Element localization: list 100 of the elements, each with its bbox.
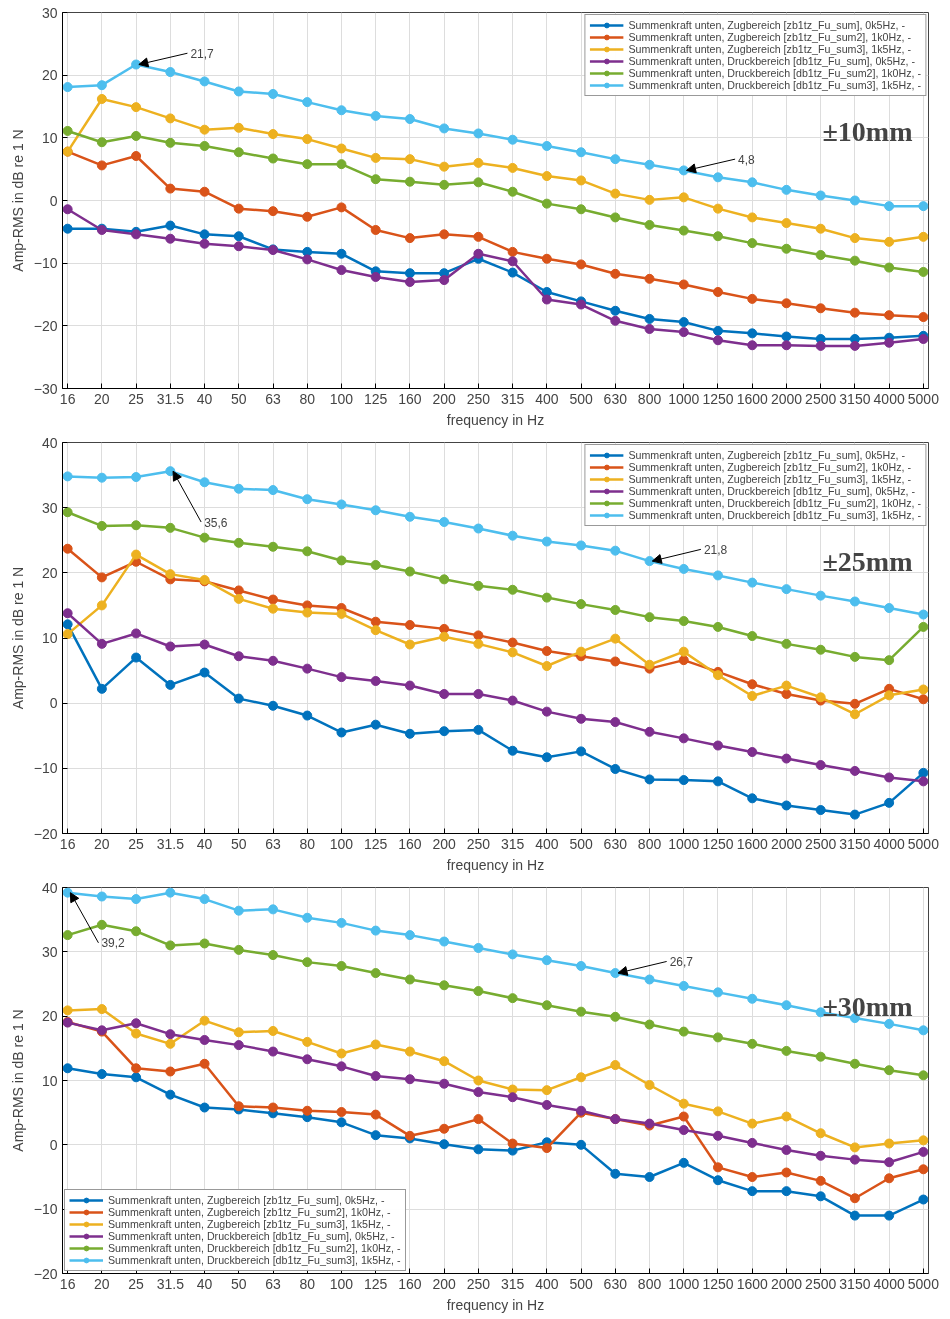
y-tick-label: 10 bbox=[41, 630, 58, 646]
annotation: 21,7 bbox=[190, 46, 215, 61]
x-tick-label: 1000 bbox=[668, 835, 700, 852]
x-tick-label: 100 bbox=[329, 835, 354, 852]
x-tick-label: 3150 bbox=[839, 390, 871, 407]
x-tick-label: 2000 bbox=[770, 1275, 803, 1292]
x-tick-label: 800 bbox=[637, 835, 662, 852]
x-tick-label: 200 bbox=[432, 390, 457, 407]
x-tick-label: 16 bbox=[59, 390, 76, 407]
annotation: 39,2 bbox=[101, 936, 126, 951]
x-tick-label: 40 bbox=[196, 390, 213, 407]
legend-label: Summenkraft unten, Druckbereich [db1tz_Fu_sum3], 1k5Hz, - bbox=[628, 79, 921, 91]
x-tick-label: 20 bbox=[94, 390, 110, 407]
x-tick-label: 3150 bbox=[839, 835, 871, 852]
y-tick-label: 10 bbox=[41, 1072, 58, 1089]
annotation: 26,7 bbox=[669, 954, 694, 969]
legend-label: Summenkraft unten, Druckbereich [db1tz_Fu_sum], 0k5Hz, - bbox=[108, 1230, 395, 1242]
y-tick-label: 10 bbox=[41, 129, 58, 146]
y-axis-title: Amp-RMS in dB re 1 N bbox=[9, 566, 26, 710]
x-tick-label: 40 bbox=[196, 835, 213, 852]
annotation: 35,6 bbox=[204, 515, 228, 530]
x-tick-label: 100 bbox=[329, 390, 354, 407]
y-tick-label: −20 bbox=[33, 317, 58, 334]
y-tick-label: −10 bbox=[33, 255, 58, 272]
annotation: 4,8 bbox=[738, 152, 756, 167]
x-tick-label: 31.5 bbox=[156, 1275, 185, 1292]
x-tick-label: 315 bbox=[500, 835, 525, 852]
y-axis-title: Amp-RMS in dB re 1 N bbox=[9, 1009, 26, 1152]
legend-label: Summenkraft unten, Druckbereich [db1tz_Fu_sum2], 1k0Hz, - bbox=[628, 497, 921, 509]
x-tick-label: 630 bbox=[603, 835, 628, 852]
x-tick-label: 80 bbox=[299, 1275, 316, 1292]
x-tick-label: 1250 bbox=[702, 1275, 734, 1292]
y-tick-label: −10 bbox=[33, 1201, 58, 1218]
x-tick-label: 2500 bbox=[805, 390, 837, 407]
x-tick-label: 4000 bbox=[873, 1275, 905, 1292]
legend-label: Summenkraft unten, Druckbereich [db1tz_Fu_sum], 0k5Hz, - bbox=[628, 485, 916, 497]
x-tick-label: 1250 bbox=[702, 390, 734, 407]
x-tick-label: 3150 bbox=[839, 1275, 871, 1292]
x-tick-label: 1250 bbox=[702, 835, 734, 852]
x-tick-label: 100 bbox=[329, 1275, 354, 1292]
x-tick-label: 400 bbox=[535, 390, 559, 407]
x-tick-label: 63 bbox=[265, 835, 282, 852]
legend-label: Summenkraft unten, Zugbereich [zb1tz_Fu_sum2], 1k0Hz, - bbox=[108, 1206, 391, 1218]
x-tick-label: 63 bbox=[265, 1275, 282, 1292]
y-tick-label: −20 bbox=[33, 825, 58, 842]
x-tick-label: 500 bbox=[569, 390, 593, 407]
x-tick-label: 125 bbox=[364, 1275, 388, 1292]
y-tick-label: 30 bbox=[41, 4, 58, 21]
x-tick-label: 50 bbox=[230, 1275, 247, 1292]
annotation: ±30mm bbox=[822, 990, 913, 1022]
x-tick-label: 125 bbox=[364, 835, 388, 852]
x-tick-label: 250 bbox=[466, 835, 491, 852]
x-tick-label: 4000 bbox=[873, 390, 905, 407]
y-tick-label: 40 bbox=[41, 879, 58, 896]
y-tick-label: −20 bbox=[33, 1265, 58, 1282]
x-tick-label: 630 bbox=[603, 390, 628, 407]
legend-label: Summenkraft unten, Druckbereich [db1tz_Fu_sum], 0k5Hz, - bbox=[628, 55, 916, 67]
x-tick-label: 800 bbox=[637, 1275, 662, 1292]
x-tick-label: 1000 bbox=[668, 1275, 700, 1292]
x-tick-label: 80 bbox=[299, 390, 316, 407]
y-tick-label: 20 bbox=[41, 564, 58, 581]
legend-label: Summenkraft unten, Zugbereich [zb1tz_Fu_sum2], 1k0Hz, - bbox=[628, 461, 911, 473]
x-tick-label: 250 bbox=[466, 1275, 491, 1292]
y-tick-label: 0 bbox=[49, 1136, 58, 1153]
x-tick-label: 16 bbox=[59, 835, 76, 852]
y-axis-title: Amp-RMS in dB re 1 N bbox=[9, 129, 26, 272]
y-tick-label: 0 bbox=[49, 695, 58, 712]
x-tick-label: 25 bbox=[128, 1275, 145, 1292]
legend-label: Summenkraft unten, Zugbereich [zb1tz_Fu_sum2], 1k0Hz, - bbox=[628, 31, 911, 43]
x-tick-label: 315 bbox=[500, 390, 525, 407]
x-tick-label: 2000 bbox=[770, 390, 803, 407]
x-tick-label: 1600 bbox=[736, 390, 769, 407]
x-tick-label: 80 bbox=[299, 835, 316, 852]
x-tick-label: 50 bbox=[230, 390, 247, 407]
y-tick-label: 30 bbox=[41, 943, 58, 960]
annotation: ±10mm bbox=[822, 115, 913, 147]
x-tick-label: 160 bbox=[398, 835, 422, 852]
y-tick-label: 40 bbox=[41, 434, 58, 451]
legend-label: Summenkraft unten, Zugbereich [zb1tz_Fu_sum], 0k5Hz, - bbox=[628, 449, 906, 461]
x-tick-label: 800 bbox=[637, 390, 662, 407]
x-tick-label: 5000 bbox=[907, 835, 940, 852]
x-tick-label: 400 bbox=[535, 1275, 559, 1292]
x-tick-label: 16 bbox=[59, 1275, 76, 1292]
x-tick-label: 4000 bbox=[873, 835, 905, 852]
x-tick-label: 1600 bbox=[736, 1275, 769, 1292]
x-tick-label: 400 bbox=[535, 835, 559, 852]
x-tick-label: 500 bbox=[569, 835, 593, 852]
y-tick-label: 0 bbox=[49, 192, 58, 209]
x-tick-label: 160 bbox=[398, 1275, 422, 1292]
y-tick-label: 30 bbox=[41, 499, 58, 516]
x-tick-label: 500 bbox=[569, 1275, 593, 1292]
x-tick-label: 5000 bbox=[907, 390, 940, 407]
x-tick-label: 20 bbox=[94, 835, 110, 852]
x-tick-label: 160 bbox=[398, 390, 422, 407]
x-tick-label: 2500 bbox=[805, 835, 837, 852]
x-tick-label: 5000 bbox=[907, 1275, 940, 1292]
y-tick-label: 20 bbox=[41, 67, 58, 84]
legend-label: Summenkraft unten, Zugbereich [zb1tz_Fu_sum], 0k5Hz, - bbox=[108, 1194, 385, 1206]
legend-label: Summenkraft unten, Zugbereich [zb1tz_Fu_sum3], 1k5Hz, - bbox=[628, 43, 911, 55]
x-tick-label: 250 bbox=[466, 390, 491, 407]
